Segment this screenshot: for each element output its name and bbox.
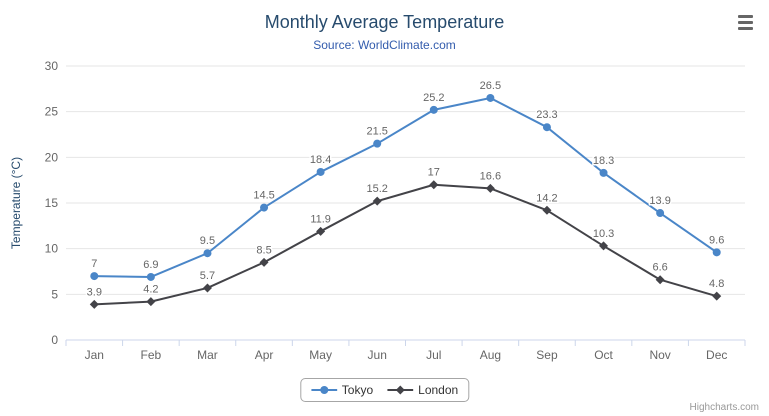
chart-subtitle: Source: WorldClimate.com — [313, 38, 456, 52]
data-point-marker-london[interactable] — [259, 257, 269, 267]
grid-lines — [66, 65, 745, 341]
legend-item-london[interactable]: London — [387, 383, 458, 397]
data-label: 9.6 — [709, 234, 724, 246]
data-label: 16.6 — [480, 170, 501, 182]
context-menu-button[interactable] — [733, 12, 757, 32]
data-point-marker-tokyo[interactable] — [429, 105, 438, 114]
x-axis-label: Jun — [368, 348, 387, 362]
axis-labels: 0 5 10 15 20 25 30 Jan Feb Mar Apr May Jun Jul Aug Sep O… — [45, 59, 728, 362]
data-label: 6.6 — [652, 262, 667, 274]
data-point-marker-tokyo[interactable] — [316, 167, 325, 176]
x-axis-label: Dec — [706, 348, 727, 362]
data-label: 14.2 — [536, 192, 557, 204]
y-axis-title: Temperature (°C) — [9, 157, 23, 249]
x-axis-label: Apr — [255, 348, 274, 362]
data-label: 6.9 — [143, 259, 158, 271]
data-point-marker-tokyo[interactable] — [90, 272, 99, 281]
x-axis-label: May — [309, 348, 332, 362]
x-axis-label: Jan — [85, 348, 104, 362]
data-point-marker-tokyo[interactable] — [712, 248, 721, 257]
data-label: 23.3 — [536, 109, 557, 121]
hamburger-icon — [737, 20, 753, 24]
legend-label: Tokyo — [341, 383, 374, 397]
data-label: 4.2 — [143, 284, 158, 296]
credits-link[interactable]: Highcharts.com — [689, 402, 759, 413]
data-label: 18.3 — [593, 155, 614, 167]
data-point-marker-tokyo[interactable] — [599, 168, 608, 177]
data-point-marker-london[interactable] — [429, 180, 439, 190]
series-line-london[interactable] — [93, 183, 718, 306]
data-label: 15.2 — [366, 183, 387, 195]
y-axis-label: 0 — [51, 333, 58, 347]
hamburger-icon — [737, 14, 753, 18]
data-label: 4.8 — [709, 278, 724, 290]
legend-item-tokyo[interactable]: Tokyo — [310, 383, 374, 397]
legend-marker-circle-icon — [310, 386, 337, 394]
data-label: 10.3 — [593, 228, 614, 240]
data-point-marker-london[interactable] — [599, 241, 609, 251]
data-label: 11.9 — [310, 213, 331, 225]
y-axis-label: 20 — [45, 150, 59, 164]
legend-marker-diamond-icon — [387, 385, 414, 395]
data-point-marker-london[interactable] — [542, 205, 552, 215]
data-point-marker-london[interactable] — [202, 283, 212, 293]
data-label: 21.5 — [366, 126, 387, 138]
legend-label: London — [418, 383, 459, 397]
data-label: 17 — [428, 167, 440, 179]
data-label: 5.7 — [200, 270, 215, 282]
data-point-marker-tokyo[interactable] — [656, 209, 665, 218]
data-point-marker-london[interactable] — [372, 196, 382, 206]
data-point-marker-london[interactable] — [712, 291, 722, 301]
y-axis-label: 5 — [51, 287, 58, 301]
data-labels: 7 6.9 9.5 14.5 18.4 21.5 25.2 26.5 23.3 18.3 13.9 9… — [85, 78, 726, 299]
y-axis-label: 15 — [45, 196, 59, 210]
data-point-marker-london[interactable] — [316, 226, 326, 236]
data-point-marker-tokyo[interactable] — [542, 123, 551, 132]
y-axis-label: 10 — [45, 242, 59, 256]
x-axis-label: Oct — [594, 348, 613, 362]
series-group — [89, 93, 722, 309]
x-axis-label: Feb — [141, 348, 162, 362]
data-label: 25.2 — [423, 92, 444, 104]
data-point-marker-london[interactable] — [89, 299, 99, 309]
data-point-marker-tokyo[interactable] — [373, 139, 382, 148]
hamburger-icon — [737, 26, 753, 30]
x-axis-label: Sep — [536, 348, 558, 362]
x-axis-label: Mar — [197, 348, 218, 362]
series-line-tokyo[interactable] — [93, 96, 718, 278]
chart-title: Monthly Average Temperature — [264, 12, 505, 32]
data-label: 13.9 — [649, 195, 670, 207]
axes — [65, 339, 746, 346]
x-axis-label: Aug — [480, 348, 501, 362]
data-label: 8.5 — [256, 244, 271, 256]
y-axis-label: 30 — [45, 59, 59, 73]
x-axis-label: Jul — [426, 348, 441, 362]
data-point-marker-london[interactable] — [655, 275, 665, 285]
data-point-marker-london[interactable] — [485, 183, 495, 193]
data-label: 9.5 — [200, 235, 215, 247]
legend: Tokyo London — [299, 378, 470, 402]
data-point-marker-london[interactable] — [146, 297, 156, 307]
data-point-marker-tokyo[interactable] — [486, 93, 495, 102]
x-axis-label: Nov — [649, 348, 670, 362]
y-axis-label: 25 — [45, 105, 59, 119]
data-point-marker-tokyo[interactable] — [146, 272, 155, 281]
data-label: 26.5 — [480, 80, 501, 92]
data-point-marker-tokyo[interactable] — [260, 203, 269, 212]
data-label: 14.5 — [253, 190, 274, 202]
data-label: 18.4 — [310, 154, 331, 166]
data-point-marker-tokyo[interactable] — [203, 249, 212, 258]
data-label: 7 — [91, 258, 97, 270]
data-label: 3.9 — [87, 286, 102, 298]
